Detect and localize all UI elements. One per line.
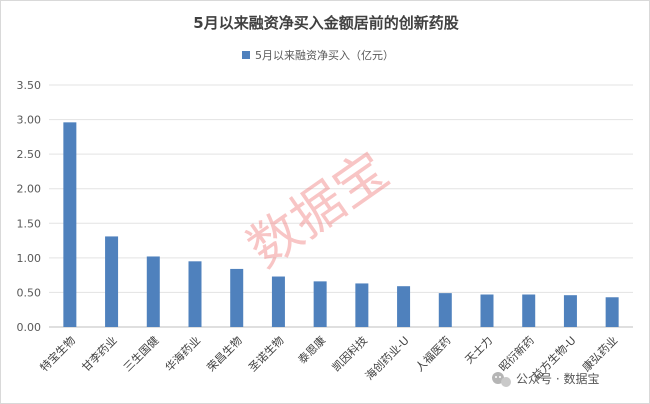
x-tick-label: 海创药业-U: [362, 333, 412, 383]
bar: [146, 256, 160, 327]
bar: [313, 281, 327, 327]
legend-swatch: [242, 51, 250, 59]
y-tick-label: 2.00: [17, 183, 42, 196]
bar: [188, 261, 202, 327]
x-tick-label: 特宝生物: [37, 333, 78, 374]
legend: 5月以来融资净买入（亿元）: [242, 48, 394, 62]
bar: [105, 236, 119, 327]
bar: [605, 297, 619, 327]
y-tick-label: 0.00: [17, 321, 42, 334]
x-tick-label: 华海药业: [162, 333, 203, 374]
bar: [63, 122, 77, 327]
wechat-icon: [492, 372, 511, 387]
y-tick-label: 2.50: [17, 148, 42, 161]
watermark: 数据宝: [237, 141, 399, 280]
x-tick-label: 昭衍新药: [496, 333, 537, 374]
chart-title: 5月以来融资净买入金额居前的创新药股: [193, 14, 459, 32]
footer-source: 公众号 · 数据宝: [492, 371, 599, 387]
x-tick-label: 泰恩康: [295, 333, 328, 366]
x-tick-label: 圣诺生物: [246, 333, 287, 374]
y-tick-label: 3.50: [17, 79, 42, 92]
y-tick-label: 0.50: [17, 286, 42, 299]
bar: [355, 283, 369, 327]
bar: [480, 294, 494, 327]
x-tick-label: 人福医药: [412, 333, 453, 374]
bar: [522, 294, 536, 327]
x-tick-label: 甘李药业: [79, 333, 120, 374]
x-tick-label: 康弘药业: [579, 333, 620, 374]
x-tick-label: 三生国健: [120, 333, 161, 374]
bar: [230, 268, 244, 327]
bar: [438, 293, 452, 327]
x-tick-label: 荣昌生物: [204, 333, 245, 374]
legend-label: 5月以来融资净买入（亿元）: [255, 48, 394, 62]
footer-source-text: 公众号 · 数据宝: [516, 371, 599, 386]
y-tick-label: 1.50: [17, 217, 42, 230]
bar: [397, 286, 411, 327]
y-tick-label: 3.00: [17, 114, 42, 127]
x-tick-label: 天士力: [463, 334, 496, 367]
bar: [271, 276, 285, 327]
watermark-text: 数据宝: [237, 141, 399, 280]
y-tick-label: 1.00: [17, 252, 42, 265]
x-tick-label: 凯因科技: [329, 333, 370, 374]
bar: [563, 295, 577, 327]
